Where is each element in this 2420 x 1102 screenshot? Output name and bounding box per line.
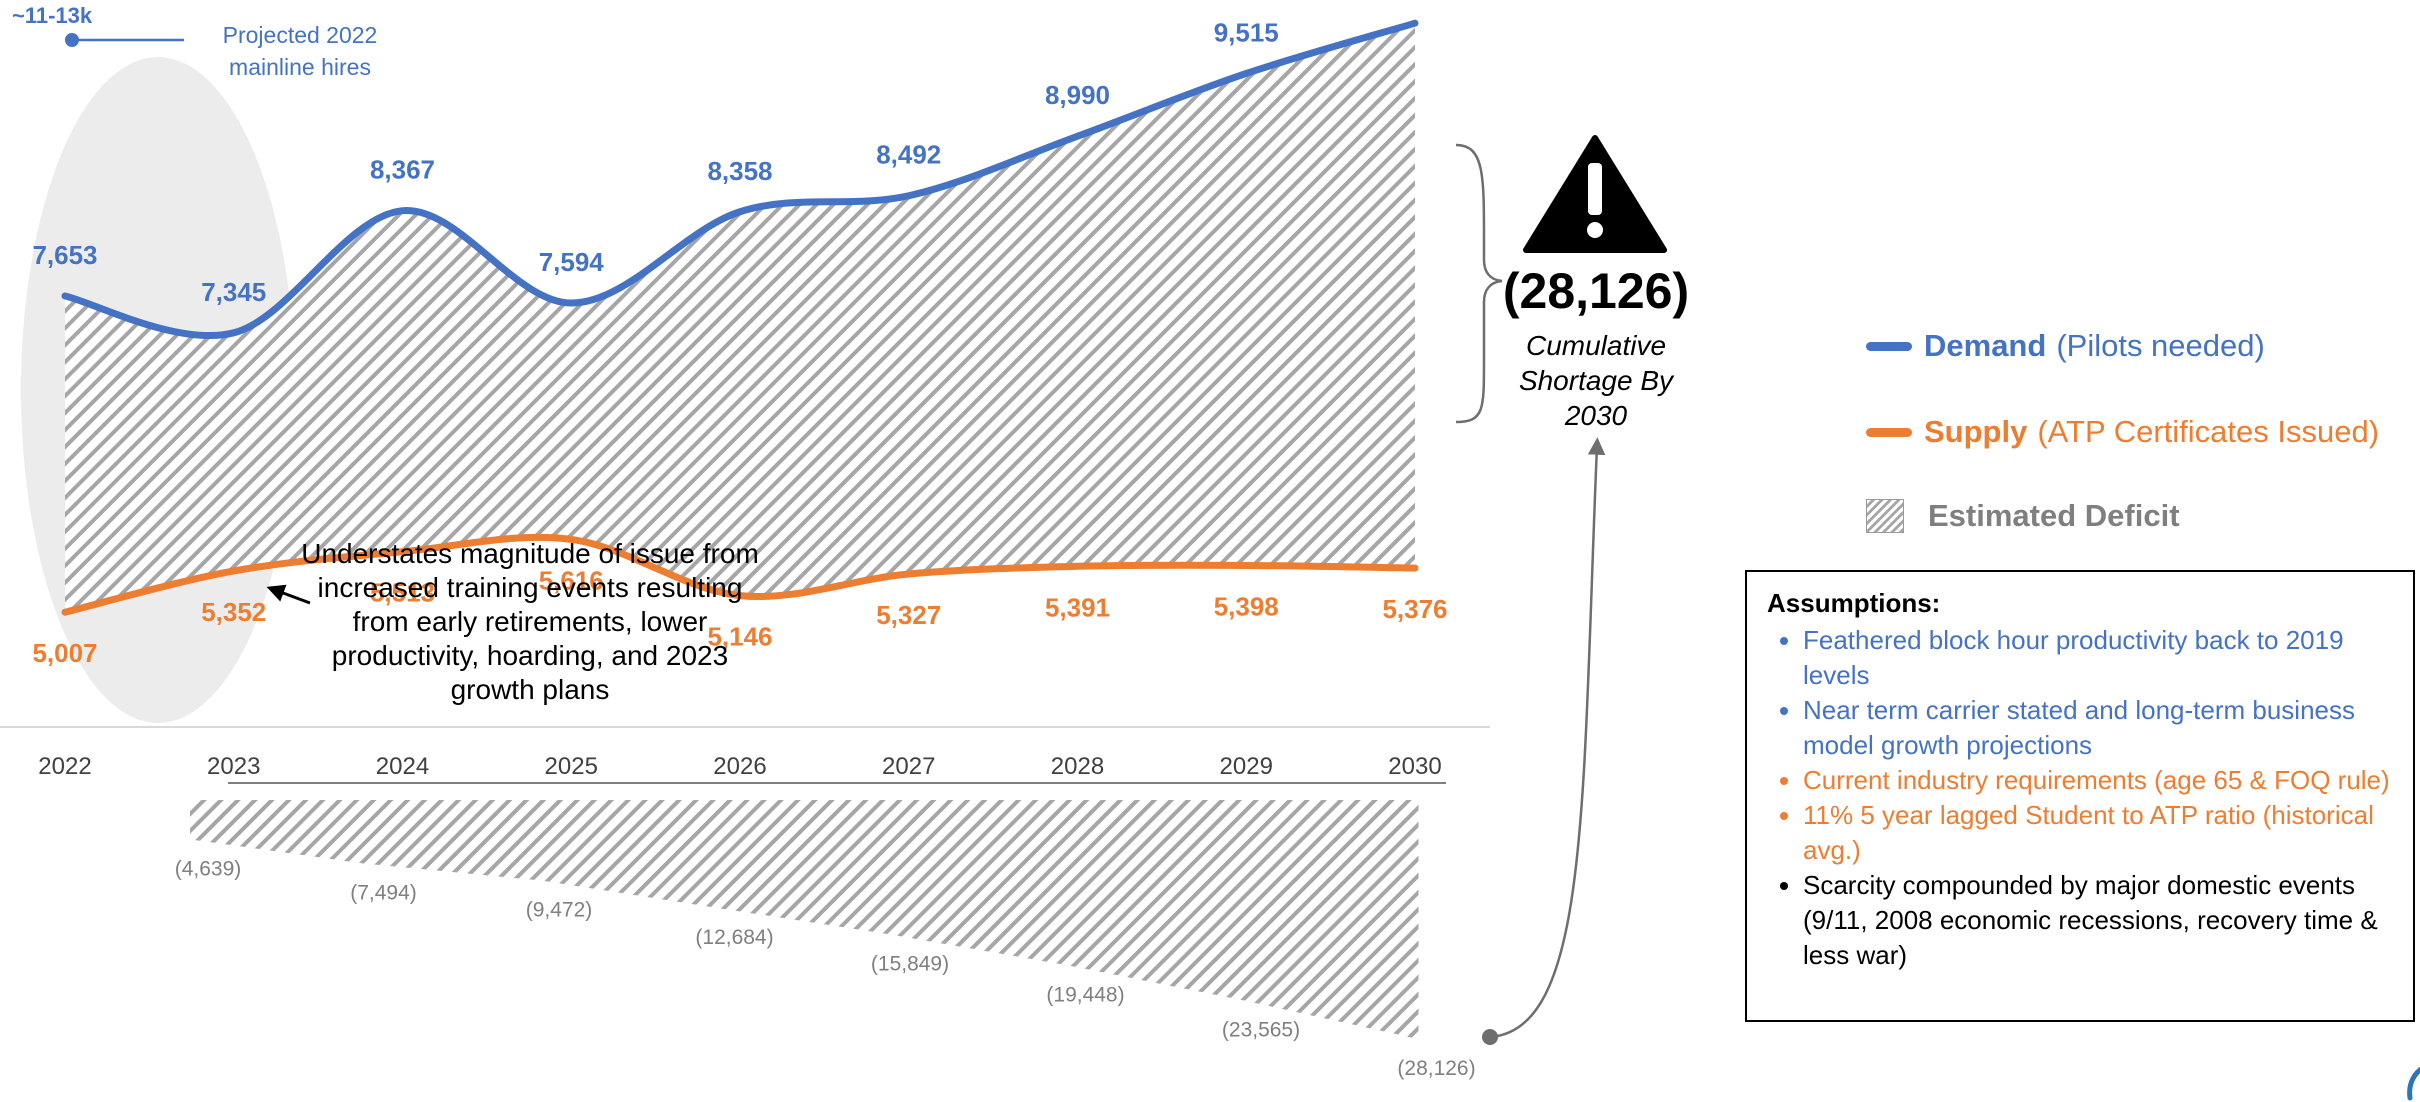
- demand-data-label: 8,492: [876, 140, 941, 170]
- assumption-item: 11% 5 year lagged Student to ATP ratio (…: [1803, 798, 2393, 868]
- year-tick-label: 2027: [882, 753, 935, 780]
- supply-swatch: [1866, 427, 1912, 437]
- cumulative-shortage-area: [190, 800, 1419, 1040]
- supply-data-label: 5,007: [32, 638, 97, 668]
- year-tick-label: 2025: [545, 753, 598, 780]
- shortage-data-label: (7,494): [350, 882, 417, 905]
- cumulative-shortage-caption: Cumulative Shortage By 2030: [1518, 330, 1674, 431]
- shortage-data-label: (4,639): [175, 857, 242, 880]
- assumption-item: Scarcity compounded by major domestic ev…: [1803, 868, 2393, 973]
- supply-data-label: 5,327: [876, 600, 941, 630]
- legend-supply-desc: (ATP Certificates Issued): [2037, 414, 2380, 449]
- supply-data-label: 5,616: [539, 565, 604, 595]
- deficit-hatch-swatch: [1866, 499, 1904, 533]
- shortage-data-label: (9,472): [526, 899, 593, 922]
- year-tick-label: 2024: [376, 753, 429, 780]
- supply-line: [61, 533, 1419, 616]
- shortage-data-label: (12,684): [695, 926, 773, 949]
- deficit-area: [65, 23, 1415, 613]
- assumption-item: Current industry requirements (age 65 & …: [1803, 763, 2393, 798]
- supply-data-label: 5,352: [201, 597, 266, 627]
- supply-data-label: 5,376: [1382, 594, 1447, 624]
- supply-data-label: 5,513: [370, 578, 435, 608]
- year-tick-label: 2028: [1051, 753, 1104, 780]
- legend-supply: Supply (ATP Certificates Issued): [1866, 414, 2379, 450]
- demand-data-label: 9,515: [1214, 17, 1279, 47]
- assumption-item: Feathered block hour productivity back t…: [1803, 623, 2393, 693]
- year-tick-label: 2026: [713, 753, 766, 780]
- shortage-data-label: (23,565): [1222, 1018, 1300, 1041]
- warning-icon: [1523, 135, 1667, 253]
- legend-demand-desc: (Pilots needed): [2056, 328, 2265, 363]
- demand-data-label: 7,594: [539, 247, 605, 277]
- logo-mark-icon: [2407, 1066, 2420, 1101]
- shortage-brace: [1455, 143, 1503, 424]
- supply-data-label: 5,391: [1045, 592, 1110, 622]
- legend-supply-label: Supply: [1924, 414, 2028, 449]
- demand-data-label: 7,653: [32, 240, 97, 270]
- assumptions-box: Assumptions: Feathered block hour produc…: [1745, 570, 2415, 1022]
- shortage-data-label: (28,126): [1397, 1057, 1475, 1080]
- year-tick-label: 2022: [38, 753, 91, 780]
- year-tick-label: 2029: [1220, 753, 1273, 780]
- demand-swatch: [1866, 341, 1912, 351]
- year-tick-label: 2023: [207, 753, 260, 780]
- note-arrow: [266, 584, 311, 605]
- shortage-data-label: (15,849): [871, 953, 949, 976]
- demand-data-label: 8,367: [370, 155, 435, 185]
- assumptions-title: Assumptions:: [1767, 588, 1941, 618]
- legend-demand-label: Demand: [1924, 328, 2047, 363]
- understatement-note: Understates magnitude of issue from incr…: [301, 538, 759, 705]
- assumption-item: Near term carrier stated and long-term b…: [1803, 693, 2393, 763]
- demand-data-label: 8,990: [1045, 80, 1110, 110]
- supply-data-label: 5,398: [1214, 591, 1279, 621]
- cumulative-shortage-total: (28,126): [1502, 263, 1690, 319]
- demand-line: [61, 19, 1419, 340]
- demand-data-label: 8,358: [707, 156, 772, 186]
- assumptions-list: Feathered block hour productivity back t…: [1767, 623, 2393, 973]
- legend-demand: Demand (Pilots needed): [1866, 328, 2265, 364]
- demand-data-label: 7,345: [201, 277, 266, 307]
- legend-deficit: Estimated Deficit: [1866, 498, 2190, 534]
- projected-hires-label: Projected 2022 mainline hires: [222, 22, 378, 80]
- hires-range-label: ~11-13k: [12, 3, 93, 28]
- connector-arrow: [1482, 437, 1606, 1045]
- shortage-data-label: (19,448): [1046, 983, 1124, 1006]
- legend-deficit-label: Estimated Deficit: [1928, 498, 2180, 533]
- year-tick-label: 2030: [1388, 753, 1441, 780]
- projected-hires-marker: [65, 33, 184, 47]
- supply-data-label: 5,146: [707, 622, 772, 652]
